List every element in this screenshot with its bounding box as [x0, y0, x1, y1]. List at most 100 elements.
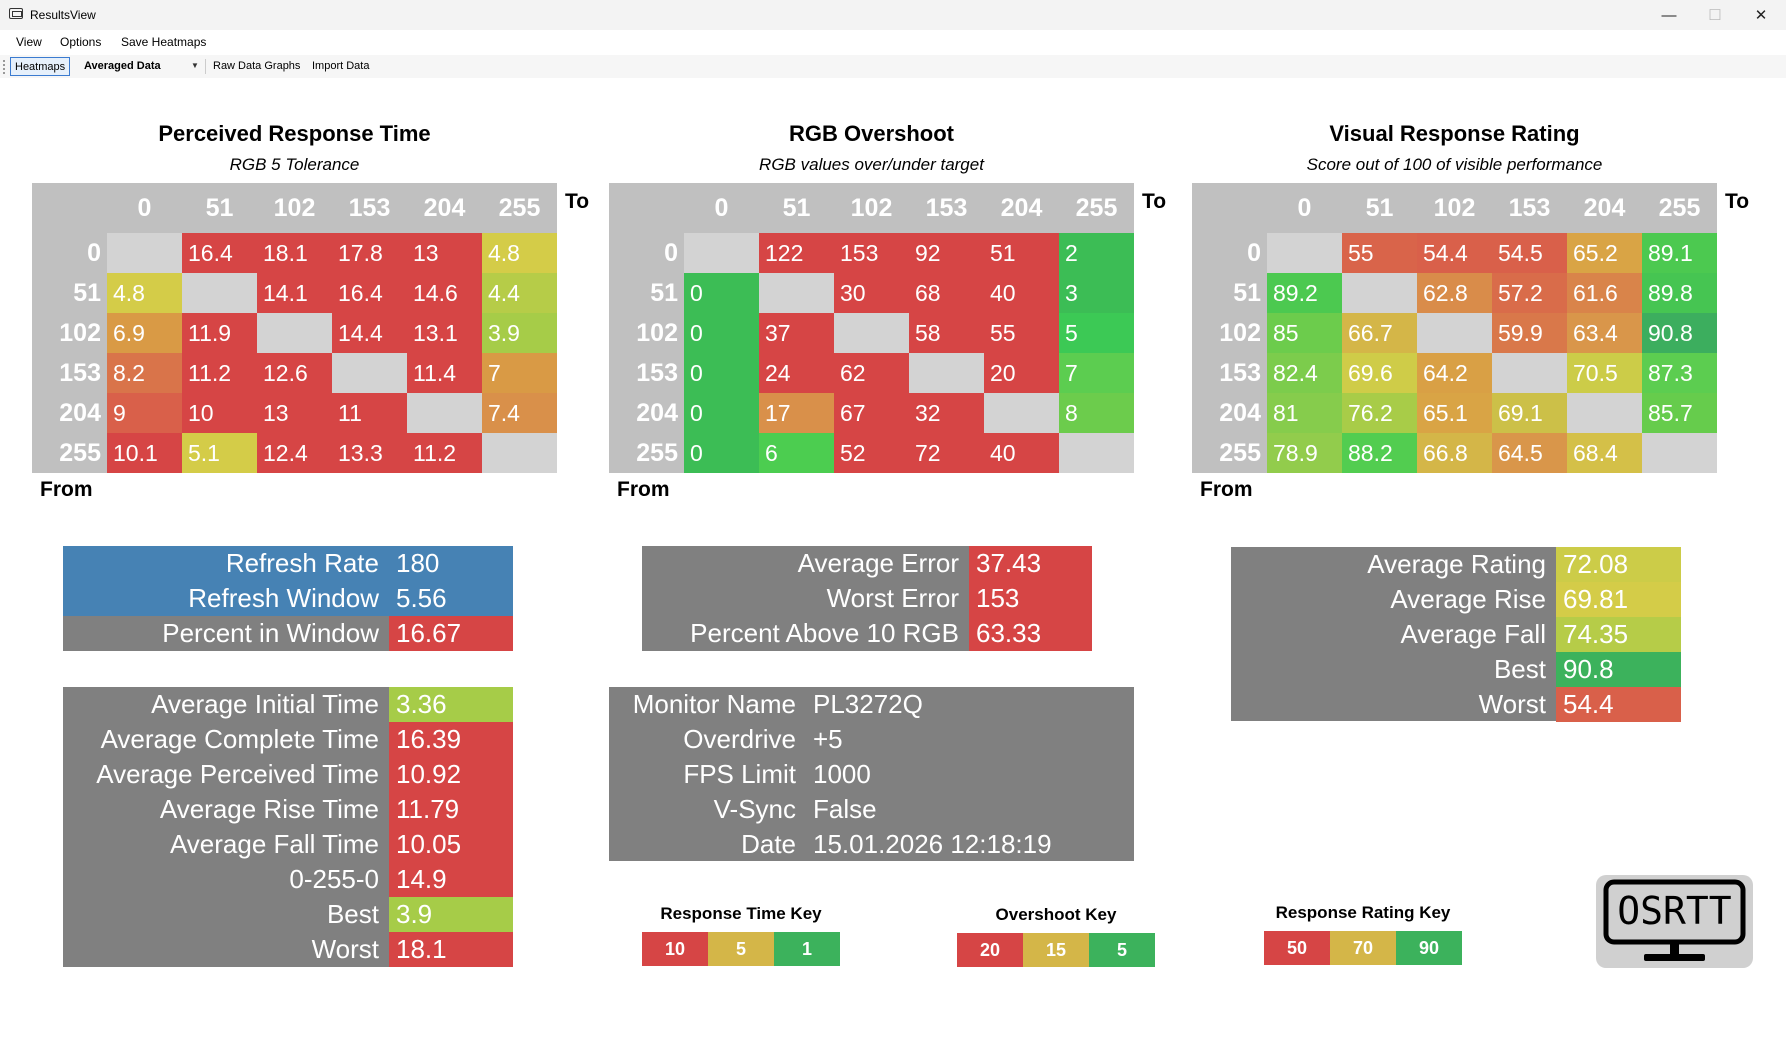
menu-view[interactable]: View — [16, 35, 42, 49]
stat-value: 69.81 — [1556, 582, 1681, 617]
stat-label: Percent Above 10 RGB — [690, 618, 959, 648]
heatmap-cell: 0 — [684, 273, 759, 313]
heatmap-cell: 85.7 — [1642, 393, 1717, 433]
stat-label: Average Error — [797, 548, 959, 578]
column-header: 255 — [1075, 194, 1118, 222]
row-header: 204 — [636, 399, 678, 427]
monitor-icon — [1603, 879, 1746, 961]
stat-label: Date — [741, 829, 796, 859]
heatmap-cell: 65.1 — [1417, 393, 1492, 433]
heatmap-cell: 7 — [482, 353, 557, 393]
row-header: 0 — [87, 239, 101, 267]
toolbar-grip[interactable] — [3, 60, 7, 74]
heatmap-cell: 69.6 — [1342, 353, 1417, 393]
heatmap-cell-empty — [909, 353, 984, 393]
raw-data-graphs-button[interactable]: Raw Data Graphs — [213, 60, 301, 72]
heatmap-cell-empty — [407, 393, 482, 433]
column-header: 204 — [1000, 194, 1043, 222]
import-data-button[interactable]: Import Data — [312, 60, 370, 72]
key-swatch: 70 — [1330, 931, 1396, 965]
stat-label: Best — [1493, 654, 1546, 684]
heatmap-cell: 88.2 — [1342, 433, 1417, 473]
heatmap-cell: 10.1 — [107, 433, 182, 473]
heatmap-cell: 61.6 — [1567, 273, 1642, 313]
heatmap-cell: 62 — [834, 353, 909, 393]
heatmap-cell: 20 — [984, 353, 1059, 393]
minimize-button[interactable]: — — [1661, 6, 1677, 24]
heatmap-cell-empty — [1059, 433, 1134, 473]
stat-value: 3.36 — [389, 687, 513, 722]
axis-from-label: From — [617, 478, 670, 501]
heatmap-cell: 12.6 — [257, 353, 332, 393]
heatmap-cell-empty — [759, 273, 834, 313]
key-title: Response Rating Key — [1275, 903, 1451, 922]
data-mode-dropdown[interactable]: Averaged Data — [84, 60, 161, 72]
heatmap-cell: 3 — [1059, 273, 1134, 313]
chevron-down-icon[interactable]: ▼ — [191, 61, 199, 70]
heatmap-cell: 55 — [1342, 233, 1417, 273]
stat-label: Percent in Window — [63, 616, 389, 651]
heatmap-cell-empty — [107, 233, 182, 273]
heatmap-cell: 13 — [407, 233, 482, 273]
heatmap-cell: 85 — [1267, 313, 1342, 353]
row-header: 51 — [73, 279, 101, 307]
row-header: 153 — [1219, 359, 1261, 387]
heatmap-cell: 24 — [759, 353, 834, 393]
heatmap-cell: 64.2 — [1417, 353, 1492, 393]
heatmap-cell: 89.2 — [1267, 273, 1342, 313]
heatmap-cell: 90.8 — [1642, 313, 1717, 353]
heatmap-cell: 13.3 — [332, 433, 407, 473]
key-swatch: 10 — [642, 932, 708, 966]
key-title: Overshoot Key — [995, 905, 1117, 924]
heatmap-cell: 62.8 — [1417, 273, 1492, 313]
heatmap-cell: 11.2 — [407, 433, 482, 473]
column-header: 102 — [1433, 194, 1476, 222]
heatmap-cell: 13.1 — [407, 313, 482, 353]
app-icon — [9, 8, 23, 19]
heatmap-cell: 58 — [909, 313, 984, 353]
stat-value: 180 — [389, 546, 513, 581]
heatmap-grid: 0 51 102 153 204 255 0 51 102 153 204 255 55 54.4 54.5… — [1192, 183, 1717, 473]
heatmap-cell: 66.8 — [1417, 433, 1492, 473]
menu-save-heatmaps[interactable]: Save Heatmaps — [121, 35, 207, 49]
heatmaps-button[interactable]: Heatmaps — [10, 57, 71, 76]
heatmap-title: Visual Response Rating — [1329, 121, 1580, 146]
axis-from-label: From — [40, 478, 93, 501]
axis-to-label: To — [565, 190, 590, 213]
heatmap-cell-empty — [1642, 433, 1717, 473]
heatmap-cell-empty — [1417, 313, 1492, 353]
toolbar-separator — [205, 59, 206, 74]
heatmap-cell: 54.4 — [1417, 233, 1492, 273]
heatmap-cell-empty — [984, 393, 1059, 433]
stat-value: 3.9 — [389, 897, 513, 932]
heatmap-cell: 4.8 — [482, 233, 557, 273]
heatmap-cell: 87.3 — [1642, 353, 1717, 393]
heatmap-cell: 11.9 — [182, 313, 257, 353]
column-header: 153 — [1508, 194, 1551, 222]
row-header: 204 — [1219, 399, 1261, 427]
stat-label: V-Sync — [713, 794, 796, 824]
maximize-button[interactable]: ☐ — [1708, 7, 1722, 24]
heatmap-cell: 72 — [909, 433, 984, 473]
key-swatch: 50 — [1264, 931, 1330, 965]
stat-label: Best — [326, 899, 379, 929]
monitor-info-panel: Monitor Name PL3272Q Overdrive +5 FPS Limit 1… — [609, 687, 1134, 861]
heatmap-cell-empty — [684, 233, 759, 273]
heatmap-cell: 40 — [984, 433, 1059, 473]
heatmap-cell: 0 — [684, 353, 759, 393]
heatmap-subtitle: Score out of 100 of visible performance — [1306, 155, 1603, 174]
row-header: 255 — [59, 439, 101, 467]
heatmap-cell: 4.8 — [107, 273, 182, 313]
heatmap-cell: 63.4 — [1567, 313, 1642, 353]
stat-label: Worst — [1478, 689, 1546, 719]
heatmap-cell-empty — [1267, 233, 1342, 273]
row-header: 102 — [1219, 319, 1261, 347]
heatmap-cell-empty — [332, 353, 407, 393]
key-swatch: 20 — [957, 933, 1023, 967]
menu-options[interactable]: Options — [60, 35, 102, 49]
heatmap-cell: 8.2 — [107, 353, 182, 393]
close-button[interactable]: ✕ — [1754, 7, 1768, 24]
heatmap-cell: 8 — [1059, 393, 1134, 433]
heatmap-cell: 14.4 — [332, 313, 407, 353]
stat-label: Average Perceived Time — [96, 759, 379, 789]
